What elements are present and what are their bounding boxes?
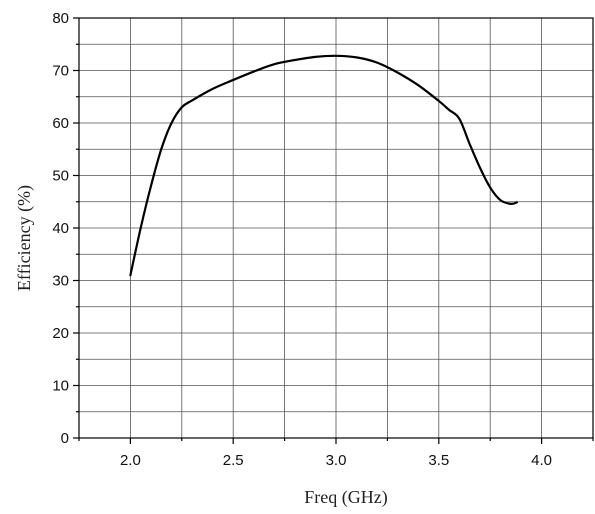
efficiency-line: [129, 54, 519, 277]
x-tick-labels: 2.0 2.5 3.0 3.5 4.0: [120, 452, 552, 469]
grid-lines: [79, 18, 593, 438]
y-tick-label: 10: [52, 378, 69, 395]
axis-ticks: [73, 17, 594, 444]
x-axis-title: Freq (GHz): [304, 487, 387, 508]
y-axis-title: Efficiency (%): [14, 185, 35, 291]
y-tick-label: 60: [52, 115, 69, 132]
x-tick-label: 3.0: [326, 452, 347, 469]
y-tick-label: 80: [52, 10, 69, 27]
y-tick-label: 30: [52, 273, 69, 290]
x-tick-label: 4.0: [531, 452, 552, 469]
y-tick-label: 50: [52, 168, 69, 185]
y-tick-label: 40: [52, 220, 69, 237]
y-tick-label: 70: [52, 63, 69, 80]
y-tick-label: 0: [61, 430, 69, 447]
x-tick-label: 2.5: [223, 452, 244, 469]
x-tick-label: 3.5: [428, 452, 449, 469]
x-tick-label: 2.0: [120, 452, 141, 469]
y-tick-labels: 0 10 20 30 40 50 60 70 80: [52, 10, 69, 447]
y-tick-label: 20: [52, 325, 69, 342]
